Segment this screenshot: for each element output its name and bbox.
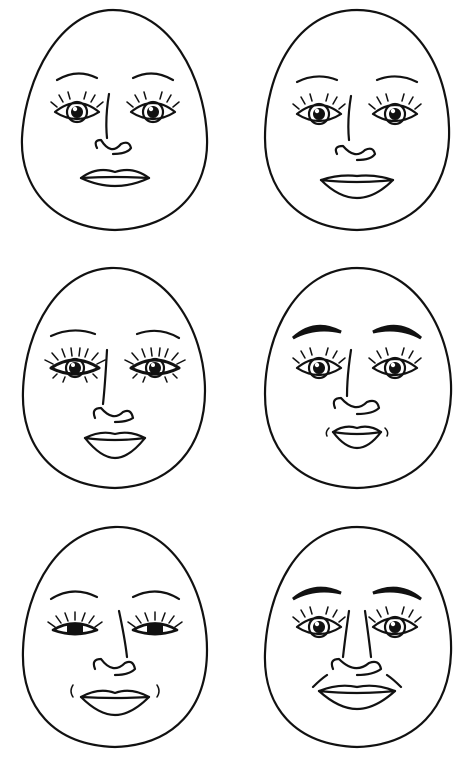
left-eye [291,605,347,639]
right-eyebrow [131,590,181,601]
face-1 [20,8,209,232]
right-eye [367,346,423,380]
right-eye [126,610,184,637]
nose [332,396,381,416]
nose-bridge [341,609,373,659]
nose-bridge [117,609,129,659]
left-eye [291,92,347,126]
right-eyebrow [131,72,175,82]
left-eyebrow [292,586,342,601]
right-eyebrow [135,329,181,340]
nose-bridge [347,94,353,142]
nose [92,406,135,424]
mouth [79,689,151,717]
face-4 [263,266,453,490]
right-eyebrow [372,586,422,601]
right-eyebrow [372,324,423,340]
mouth [331,425,383,450]
right-eye [367,92,423,126]
left-eyebrow [49,590,99,601]
left-eye [49,90,105,124]
nose [334,144,377,162]
right-eye [123,346,187,384]
face-3 [21,266,207,490]
left-eye [43,346,107,384]
right-eyebrow [375,75,419,84]
left-eyebrow [49,329,97,338]
mouth [319,174,395,200]
left-eye [291,346,347,380]
nose [94,138,133,156]
smile-lines [311,673,403,689]
nose-bridge [345,348,353,398]
nose-bridge [105,92,111,140]
right-eye [125,90,181,124]
nose [92,657,137,677]
nose [330,657,383,677]
left-eyebrow [295,75,339,84]
mouth [317,684,397,711]
left-eye [46,610,104,637]
mouth [79,168,151,188]
face-5 [21,525,209,749]
face-2 [263,8,451,232]
nose-bridge [101,348,109,406]
left-eyebrow [55,72,99,82]
face-6 [263,525,453,749]
right-eye [367,605,423,639]
left-eyebrow [291,324,342,340]
mouth [83,431,147,460]
